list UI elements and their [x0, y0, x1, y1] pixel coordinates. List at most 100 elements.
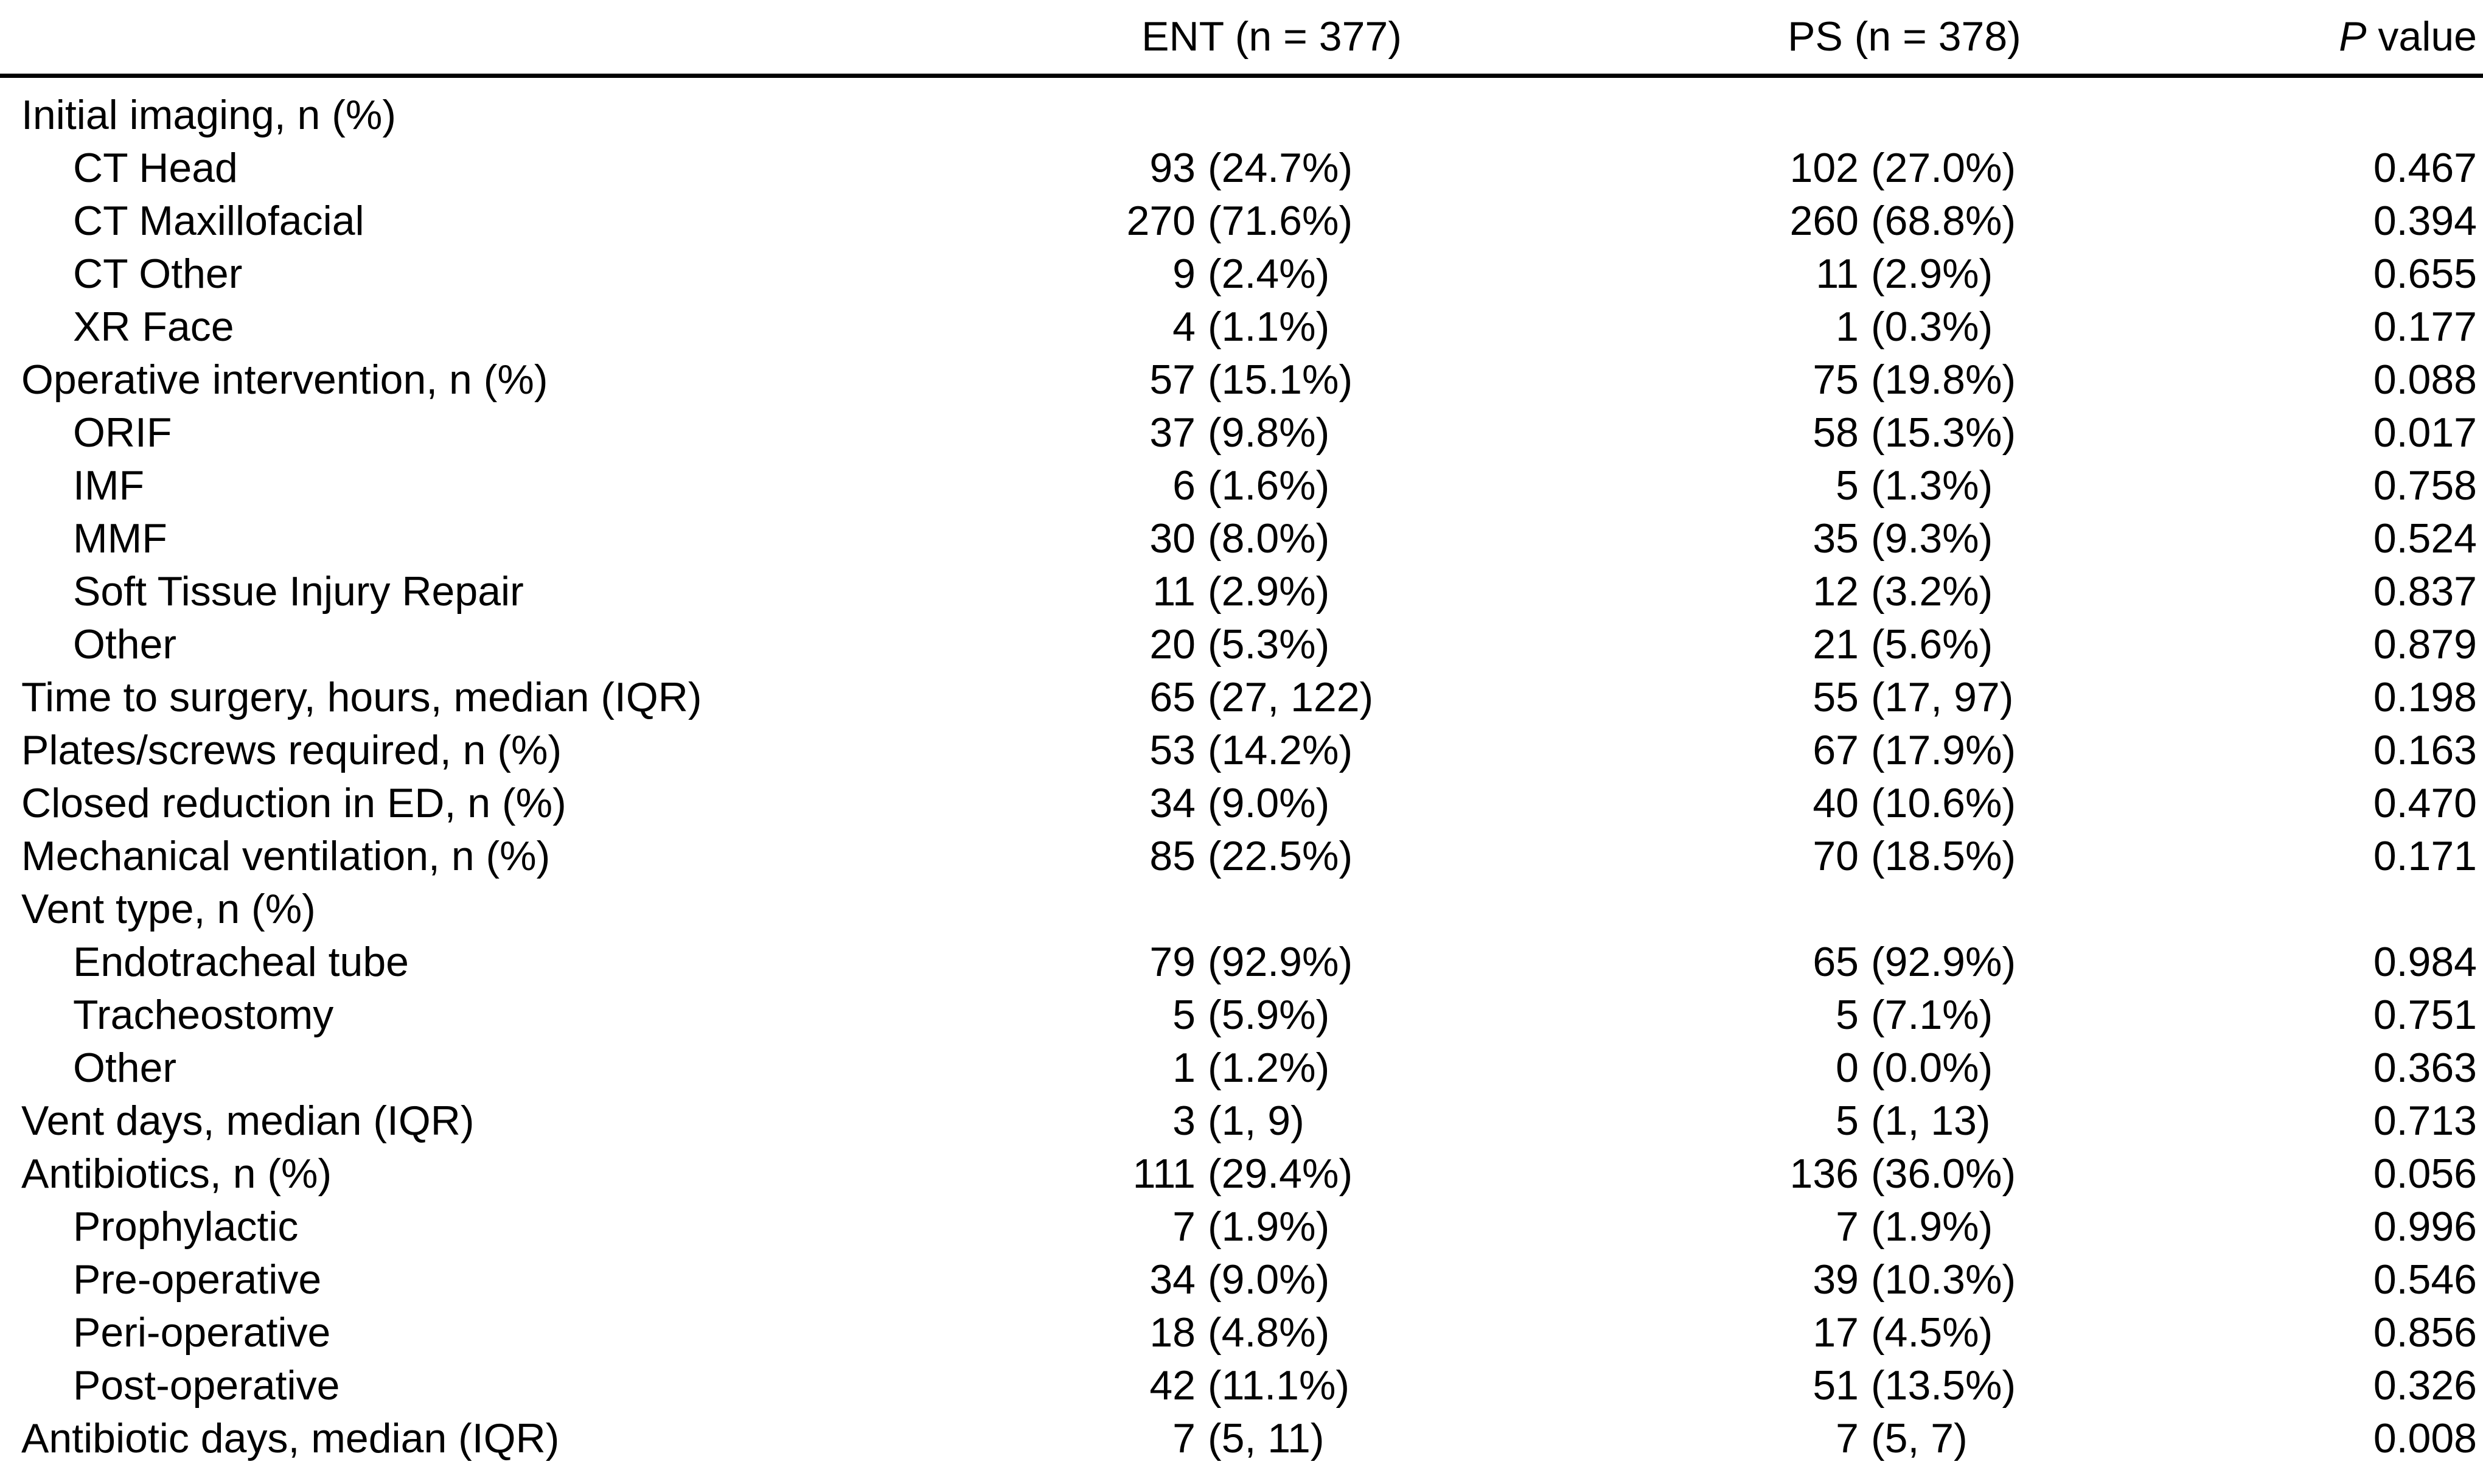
table-row: Prophylactic 7 (1.9%) 7 (1.9%) 0.996	[0, 1200, 2483, 1253]
table-row: CT Head 93 (24.7%) 102 (27.0%) 0.467	[0, 142, 2483, 195]
pvalue-header-italic-p: P	[2339, 13, 2367, 60]
p-value: 0.056	[2373, 1151, 2477, 1197]
ps-detail: (5, 7)	[1871, 1415, 1968, 1462]
ent-detail: (1.6%)	[1208, 462, 1330, 509]
p-value: 0.996	[2373, 1204, 2477, 1250]
ps-value-cell: 65 (92.9%)	[1664, 939, 2327, 985]
pvalue-header-rest: value	[2366, 13, 2477, 60]
table-row: Antibiotics, n (%) 111 (29.4%) 136 (36.0%)…	[0, 1148, 2483, 1200]
ps-count: 58	[1813, 409, 1859, 456]
table-row: Plates/screws required, n (%) 53 (14.2%) …	[0, 724, 2483, 777]
table-row: Pre-operative 34 (9.0%) 39 (10.3%) 0.546	[0, 1253, 2483, 1306]
row-label: ORIF	[73, 409, 172, 456]
p-value: 0.467	[2373, 145, 2477, 192]
ps-value-cell: 7 (1.9%)	[1664, 1204, 2327, 1250]
table-row: IMF 6 (1.6%) 5 (1.3%) 0.758	[0, 459, 2483, 512]
ent-count: 57	[1149, 357, 1196, 403]
ent-detail: (27, 122)	[1208, 674, 1374, 721]
ent-value-cell: 6 (1.6%)	[1001, 463, 1664, 509]
ent-value-cell: 3 (1, 9)	[1001, 1098, 1664, 1144]
ent-value-cell: 111 (29.4%)	[1001, 1151, 1664, 1197]
ps-count: 12	[1813, 568, 1859, 615]
ent-detail: (5.9%)	[1208, 992, 1330, 1039]
row-label: MMF	[73, 515, 167, 562]
ps-detail: (13.5%)	[1871, 1362, 2016, 1409]
ent-value-cell: 1 (1.2%)	[1001, 1045, 1664, 1091]
table-row: XR Face 4 (1.1%) 1 (0.3%) 0.177	[0, 301, 2483, 354]
ps-detail: (3.2%)	[1871, 568, 1993, 615]
ps-detail: (7.1%)	[1871, 992, 1993, 1039]
ent-value-cell: 9 (2.4%)	[1001, 251, 1664, 297]
table-row: Endotracheal tube 79 (92.9%) 65 (92.9%) 0.…	[0, 936, 2483, 989]
table-row: Post-operative 42 (11.1%) 51 (13.5%) 0.326	[0, 1359, 2483, 1412]
p-value: 0.856	[2373, 1309, 2477, 1356]
ent-count: 18	[1149, 1309, 1196, 1356]
ps-value-cell: 136 (36.0%)	[1664, 1151, 2327, 1197]
ent-detail: (2.9%)	[1208, 568, 1330, 615]
ps-value-cell: 0 (0.0%)	[1664, 1045, 2327, 1091]
row-label: Antibiotic days, median (IQR)	[21, 1415, 560, 1462]
row-label: Operative intervention, n (%)	[21, 357, 548, 403]
table-row: CT Other 9 (2.4%) 11 (2.9%) 0.655	[0, 248, 2483, 301]
ps-count: 67	[1813, 727, 1859, 774]
ent-value-cell: 37 (9.8%)	[1001, 410, 1664, 456]
ent-value-cell: 7 (1.9%)	[1001, 1204, 1664, 1250]
ent-value-cell: 270 (71.6%)	[1001, 198, 1664, 244]
row-label: Antibiotics, n (%)	[21, 1151, 332, 1197]
table-row: Initial imaging, n (%)	[0, 89, 2483, 142]
row-label: Closed reduction in ED, n (%)	[21, 780, 566, 827]
p-value: 0.470	[2373, 780, 2477, 827]
ps-detail: (17, 97)	[1871, 674, 2014, 721]
ps-count: 1	[1836, 304, 1859, 350]
ent-detail: (1.2%)	[1208, 1045, 1330, 1092]
ent-count: 34	[1149, 780, 1196, 827]
ent-count: 5	[1172, 992, 1196, 1039]
ent-value-cell: 34 (9.0%)	[1001, 781, 1664, 826]
ps-count: 5	[1836, 462, 1859, 509]
ps-detail: (1.9%)	[1871, 1204, 1993, 1250]
ent-count: 93	[1149, 145, 1196, 192]
table-row: Tracheostomy 5 (5.9%) 5 (7.1%) 0.751	[0, 989, 2483, 1042]
row-label: Initial imaging, n (%)	[21, 92, 397, 139]
p-value: 0.758	[2373, 462, 2477, 509]
p-value: 0.326	[2373, 1362, 2477, 1409]
p-value: 0.363	[2373, 1045, 2477, 1092]
row-label: Plates/screws required, n (%)	[21, 727, 562, 774]
ps-value-cell: 5 (7.1%)	[1664, 992, 2327, 1038]
ps-detail: (19.8%)	[1871, 357, 2016, 403]
row-label: Other	[73, 1045, 177, 1092]
row-label: Prophylactic	[73, 1204, 299, 1250]
table-row: Other 20 (5.3%) 21 (5.6%) 0.879	[0, 618, 2483, 671]
row-label: Time to surgery, hours, median (IQR)	[21, 674, 702, 721]
ps-value-cell: 7 (5, 7)	[1664, 1416, 2327, 1461]
row-label: Post-operative	[73, 1362, 340, 1409]
ps-count: 7	[1836, 1415, 1859, 1462]
ent-value-cell: 7 (5, 11)	[1001, 1416, 1664, 1461]
ent-value-cell: 42 (11.1%)	[1001, 1363, 1664, 1409]
ps-detail: (0.3%)	[1871, 304, 1993, 350]
ps-value-cell: 1 (0.3%)	[1664, 304, 2327, 350]
ent-detail: (2.4%)	[1208, 251, 1330, 298]
table-row: ORIF 37 (9.8%) 58 (15.3%) 0.017	[0, 406, 2483, 459]
ps-detail: (27.0%)	[1871, 145, 2016, 192]
p-value: 0.171	[2373, 833, 2477, 880]
ent-value-cell: 85 (22.5%)	[1001, 834, 1664, 879]
table-row: MMF 30 (8.0%) 35 (9.3%) 0.524	[0, 512, 2483, 565]
table-row: Peri-operative 18 (4.8%) 17 (4.5%) 0.856	[0, 1306, 2483, 1359]
ent-value-cell: 65 (27, 122)	[1001, 675, 1664, 720]
ps-value-cell: 260 (68.8%)	[1664, 198, 2327, 244]
p-value: 0.008	[2373, 1415, 2477, 1462]
table-row: Antibiotic days, median (IQR) 7 (5, 11) 7…	[0, 1412, 2483, 1465]
ps-value-cell: 40 (10.6%)	[1664, 781, 2327, 826]
ps-detail: (15.3%)	[1871, 409, 2016, 456]
p-value: 0.394	[2373, 198, 2477, 245]
ps-count: 136	[1789, 1151, 1859, 1197]
ps-detail: (92.9%)	[1871, 939, 2016, 986]
table-row: Vent days, median (IQR) 3 (1, 9) 5 (1, 13)…	[0, 1095, 2483, 1148]
ps-value-cell: 35 (9.3%)	[1664, 516, 2327, 562]
ent-count: 111	[1132, 1151, 1196, 1197]
ent-count: 20	[1149, 621, 1196, 668]
ent-detail: (1.1%)	[1208, 304, 1330, 350]
ps-count: 260	[1789, 198, 1859, 245]
